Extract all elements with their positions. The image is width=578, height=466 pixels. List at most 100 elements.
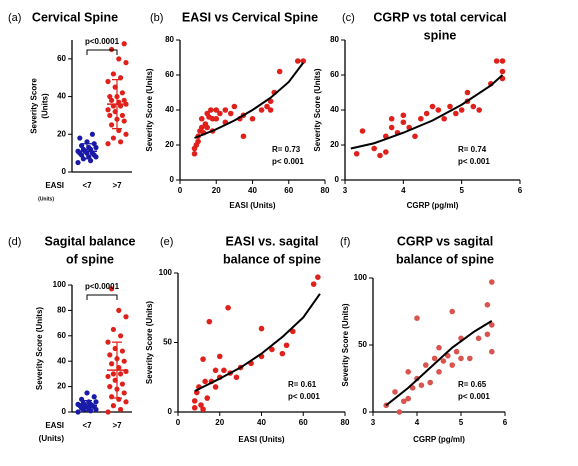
data-point [377, 152, 383, 159]
data-point [315, 274, 321, 280]
x-tick-label: 4 [415, 418, 420, 427]
data-point [423, 362, 429, 368]
data-point [405, 395, 412, 402]
data-point [91, 141, 97, 147]
significance-bracket [86, 49, 118, 55]
y-tick-label: 40 [330, 105, 339, 114]
data-point [400, 119, 407, 126]
data-point [198, 115, 205, 122]
data-point [200, 356, 206, 362]
y-tick-label: 100 [159, 268, 173, 277]
data-point [310, 281, 317, 287]
data-point [418, 115, 424, 122]
data-point [388, 124, 395, 131]
data-point [107, 384, 113, 390]
panel-title: Cervical Spine [32, 10, 118, 24]
data-point [383, 149, 389, 155]
x-tick-label: 20 [215, 418, 224, 427]
data-point [279, 350, 286, 357]
data-point [499, 68, 506, 75]
stat-annotation: p< 0.001 [272, 157, 304, 166]
x-axis-label: CGRP (pg/ml) [413, 435, 465, 444]
data-point [121, 118, 127, 124]
panel: (b) EASI vs Cervical Spine Severity Score … [145, 10, 330, 210]
data-point [123, 60, 129, 66]
y-tick-label: 0 [335, 175, 340, 184]
x-tick-label: 6 [518, 186, 523, 195]
data-point [109, 286, 115, 292]
x-tick-label: 5 [459, 186, 464, 195]
data-point [93, 399, 99, 405]
x-axis-label: CGRP (pg/ml) [407, 201, 459, 210]
stat-annotation: R= 0.73 [272, 145, 301, 154]
data-point [116, 307, 122, 313]
panel: (c) CGRP vs total cervical spine Severity S… [313, 10, 523, 210]
y-tick-label: 0 [363, 407, 368, 416]
data-point [191, 398, 198, 404]
y-tick-label: 100 [53, 280, 67, 289]
data-point [123, 131, 129, 137]
x-tick-label: 40 [248, 186, 257, 195]
stat-annotation: R= 0.74 [458, 145, 487, 154]
data-point [470, 103, 477, 110]
data-point [227, 110, 234, 117]
data-point [191, 150, 198, 157]
data-point [447, 103, 453, 110]
panel-label: (f) [340, 236, 350, 248]
data-point [401, 398, 407, 405]
y-tick-label: 40 [57, 356, 66, 365]
data-point [105, 78, 111, 85]
data-point [202, 378, 208, 385]
data-point [489, 279, 495, 285]
stat-annotation: p< 0.001 [288, 392, 320, 401]
data-point [105, 141, 111, 147]
data-point [123, 399, 129, 405]
data-point [493, 58, 500, 64]
data-point [290, 328, 296, 335]
data-point [195, 138, 201, 145]
x-tick-label: 60 [284, 186, 293, 195]
x-axis-label: EASI (Units) [229, 201, 276, 210]
data-point [436, 344, 442, 351]
y-tick-label: 20 [330, 140, 339, 149]
x-axis-label: EASI (Units) [238, 435, 285, 444]
x-tick-label: 3 [343, 186, 348, 195]
x-tick-label: 0 [178, 186, 183, 195]
data-point [77, 135, 83, 141]
y-axis-label: Severity Score (Units) [313, 68, 322, 151]
x-tick-label: <7 [82, 421, 92, 430]
panel: (f) CGRP vs sagital balance of spine Severi… [340, 234, 508, 444]
x-axis-label: EASI [45, 421, 64, 430]
y-tick-label: 60 [165, 70, 174, 79]
data-point [484, 302, 491, 308]
x-tick-label: 5 [459, 418, 464, 427]
data-point [213, 115, 220, 122]
error-bar [82, 399, 92, 412]
data-point [105, 339, 111, 345]
x-axis-unit: (Units) [39, 434, 65, 443]
data-point [396, 409, 403, 415]
y-tick-label: 80 [57, 306, 66, 315]
stat-annotation: p< 0.001 [458, 157, 490, 166]
data-point [449, 362, 456, 368]
panel-title: balance of spine [396, 252, 494, 266]
significance-bracket [86, 294, 118, 300]
panel-label: (d) [8, 236, 21, 248]
data-point [118, 406, 124, 413]
data-point [118, 333, 124, 339]
y-axis-label: Severity Score (Units) [35, 307, 44, 390]
data-point [267, 107, 274, 113]
data-point [467, 355, 473, 362]
data-point [110, 403, 116, 409]
panel-title: of spine [66, 252, 114, 266]
data-point [499, 58, 506, 64]
panel-title: CGRP vs total cervical [373, 10, 506, 24]
data-point [121, 358, 127, 364]
data-point [453, 348, 460, 355]
x-axis-label: EASI [45, 181, 64, 190]
data-point [359, 128, 366, 134]
data-point [204, 395, 211, 401]
data-point [119, 348, 125, 354]
